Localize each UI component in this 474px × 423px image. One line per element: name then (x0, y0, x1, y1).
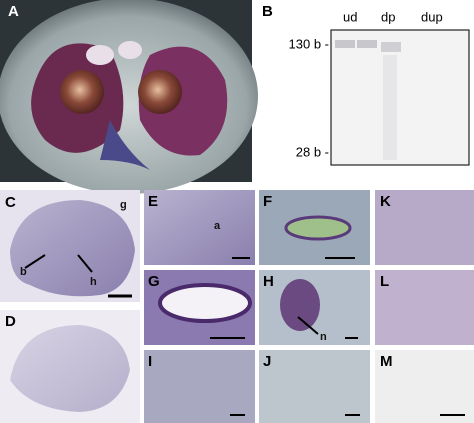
annotation: h (90, 276, 97, 288)
panel-k-image (375, 190, 474, 265)
panel-label: I (148, 353, 152, 370)
scale-bars (24, 254, 465, 416)
lane-label: ud (343, 9, 357, 24)
annotation: g (120, 199, 127, 211)
lane-label: dp (381, 9, 395, 24)
panel-b-blot (330, 29, 470, 166)
panel-label: A (8, 3, 19, 20)
panel-label: B (262, 3, 273, 20)
panel-l-image (375, 270, 474, 345)
panel-label: E (148, 193, 158, 210)
annotation: a (214, 220, 221, 232)
lane-label: dup (421, 9, 443, 24)
panel-label: H (263, 273, 274, 290)
panel-label: J (263, 353, 271, 370)
panel-label: G (148, 273, 160, 290)
annotation: n (320, 331, 327, 343)
marker-label: 28 b - (296, 144, 329, 159)
panel-j-image (259, 350, 370, 423)
panel-m-image (375, 350, 474, 423)
panel-e-image (144, 190, 255, 265)
panel-label: L (380, 273, 389, 290)
panel-label: C (5, 194, 16, 211)
panel-label: M (380, 353, 393, 370)
panel-label: D (5, 313, 16, 330)
panel-a-image (0, 0, 258, 194)
panel-label: F (263, 193, 272, 210)
annotation: b (20, 266, 27, 278)
marker-label: 130 b - (289, 36, 329, 51)
panel-label: K (380, 193, 391, 210)
panel-i-image (144, 350, 255, 423)
